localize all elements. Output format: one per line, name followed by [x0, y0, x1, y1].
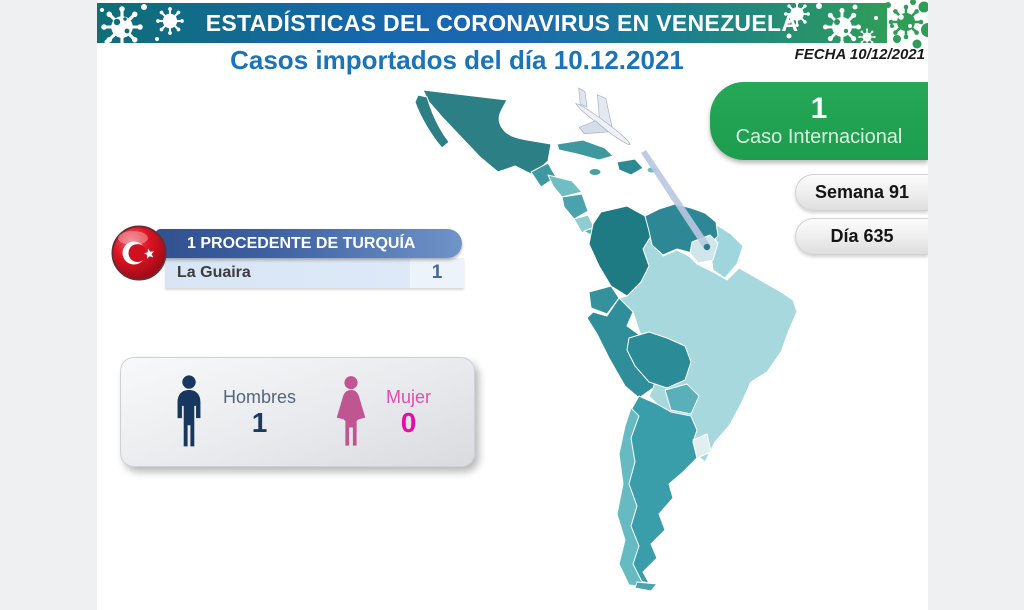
flight-destination-dot — [703, 243, 711, 251]
map-mexico — [422, 89, 552, 176]
international-case-card: 1 Caso Internacional — [710, 82, 928, 160]
international-case-value: 1 — [810, 92, 828, 125]
map-baja — [414, 94, 450, 149]
latin-america-map — [414, 87, 797, 592]
map-paraguay — [664, 383, 700, 415]
origin-row: La Guaira 1 — [165, 258, 464, 288]
map-uruguay — [692, 433, 712, 459]
origin-value: 1 — [410, 258, 464, 288]
day-badge: Día 635 — [795, 218, 928, 255]
slide-content: ESTADÍSTICAS DEL CORONAVIRUS EN VENEZUEL… — [97, 0, 928, 610]
map-honduras — [547, 174, 583, 198]
female-value: 0 — [400, 406, 417, 438]
female-label: Mujer — [386, 386, 432, 407]
male-icon — [177, 375, 201, 447]
subtitle: Casos importados del día 10.12.2021 — [230, 45, 684, 75]
week-badge: Semana 91 — [795, 174, 928, 211]
map-chile — [616, 407, 648, 588]
map-jamaica — [588, 168, 602, 176]
flight-trail — [641, 150, 710, 249]
female-stat: Mujer 0 — [332, 375, 431, 449]
map-cuba — [556, 139, 614, 161]
map-bolivia — [626, 331, 692, 389]
origin-header-bar: 1 PROCEDENTE DE TURQUÍA — [155, 229, 462, 258]
title-banner: ESTADÍSTICAS DEL CORONAVIRUS EN VENEZUEL… — [97, 3, 887, 43]
airplane-icon — [575, 87, 631, 146]
map-tierra-del-fuego — [634, 581, 658, 592]
male-label: Hombres — [223, 386, 297, 407]
female-icon — [336, 376, 366, 446]
turkey-flag-icon — [111, 225, 167, 281]
date-label: FECHA 10/12/2021 — [794, 46, 925, 63]
map-hispaniola — [616, 158, 644, 176]
male-stat: Hombres 1 — [171, 375, 296, 449]
map-ecuador — [588, 285, 620, 315]
male-value: 1 — [251, 406, 268, 438]
map-nicaragua — [561, 193, 589, 220]
international-case-label: Caso Internacional — [735, 126, 903, 148]
page-title: ESTADÍSTICAS DEL CORONAVIRUS EN VENEZUEL… — [205, 10, 799, 36]
origin-place: La Guaira — [177, 264, 251, 281]
gender-stats-card: Hombres 1 Mujer 0 — [120, 357, 475, 467]
